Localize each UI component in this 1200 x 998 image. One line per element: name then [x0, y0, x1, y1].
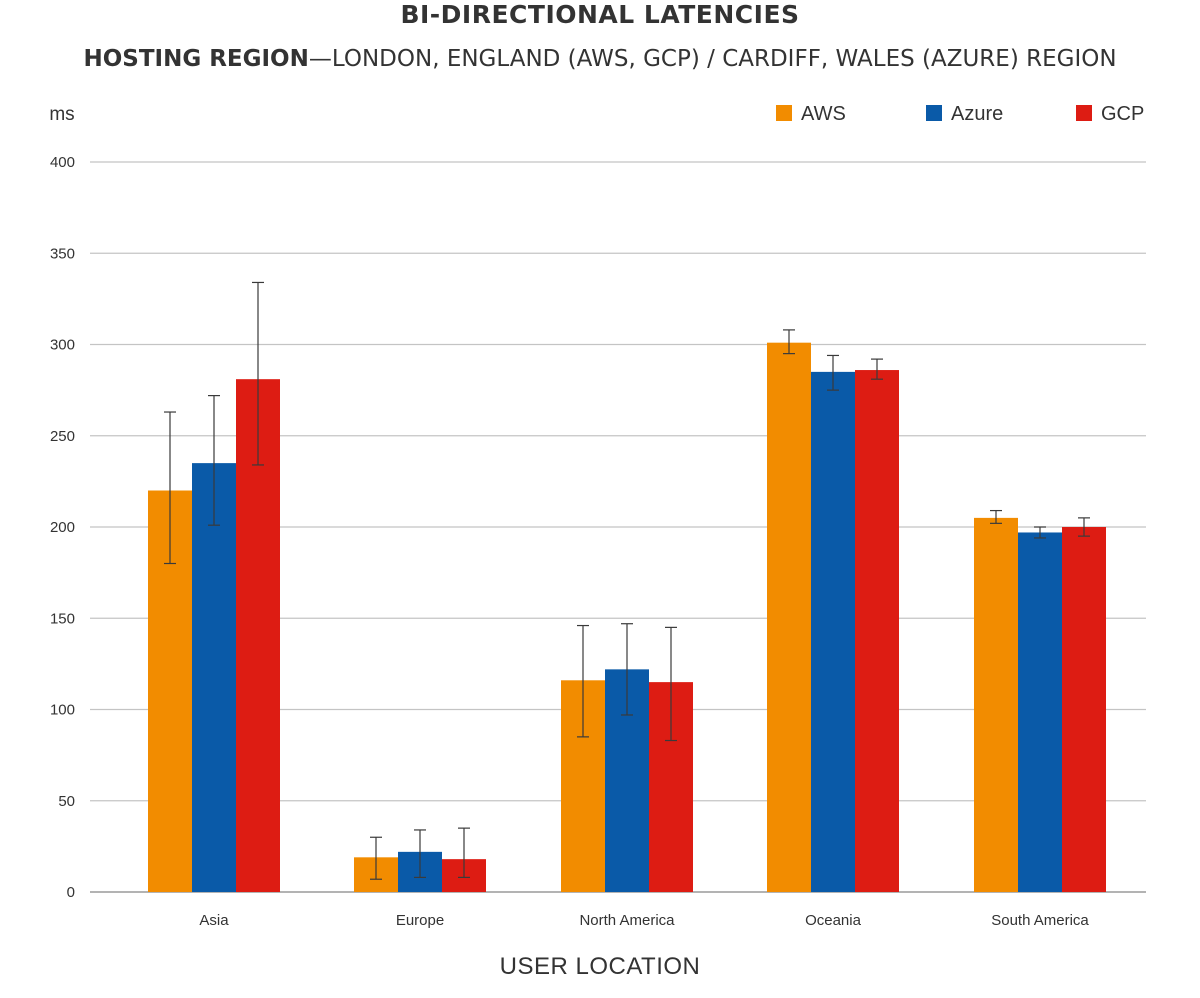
error-bar: [414, 829, 426, 879]
error-bar: [370, 836, 382, 880]
x-tick-label: Asia: [199, 912, 229, 929]
bar-azure-south-america: [1018, 532, 1062, 892]
x-tick-label: Europe: [396, 912, 444, 929]
error-bar: [252, 281, 264, 466]
y-tick-label: 350: [50, 245, 75, 262]
x-tick-label: South America: [991, 912, 1089, 929]
x-tick-label: North America: [579, 912, 675, 929]
bar-gcp-oceania: [855, 370, 899, 892]
error-bars: [164, 281, 1090, 880]
y-tick-label: 250: [50, 428, 75, 445]
subtitle-rest: —LONDON, ENGLAND (AWS, GCP) / CARDIFF, W…: [308, 46, 1117, 72]
legend-label: GCP: [1101, 103, 1144, 125]
error-bar: [458, 827, 470, 879]
error-bar: [1034, 526, 1046, 539]
y-tick-label: 50: [58, 793, 75, 810]
bar-aws-oceania: [767, 342, 811, 892]
chart-subtitle: HOSTING REGION—LONDON, ENGLAND (AWS, GCP…: [0, 44, 1200, 74]
error-bar: [665, 626, 677, 742]
bar-azure-asia: [192, 463, 236, 892]
bar-azure-oceania: [811, 371, 855, 892]
legend: AWS Azure GCP: [776, 103, 1144, 125]
x-axis-label: USER LOCATION: [500, 953, 701, 980]
error-bar: [827, 354, 839, 391]
subtitle-lead: HOSTING REGION: [83, 46, 309, 72]
x-tick-label: Oceania: [805, 912, 862, 929]
error-bar: [1078, 517, 1090, 537]
bar-gcp-south-america: [1062, 527, 1106, 892]
legend-swatch: [1076, 105, 1092, 121]
legend-swatch: [776, 105, 792, 121]
y-tick-label: 200: [50, 519, 75, 536]
error-bar: [577, 624, 589, 738]
bars: [148, 342, 1106, 892]
y-axis-label: ms: [49, 104, 74, 125]
legend-label: AWS: [801, 103, 846, 125]
legend-label: Azure: [951, 103, 1003, 125]
y-tick-label: 150: [50, 610, 75, 627]
x-axis-ticks: Asia Europe North America Oceania South Amer…: [199, 912, 1089, 929]
y-tick-label: 300: [50, 337, 75, 354]
legend-item-aws: AWS: [776, 103, 846, 125]
chart-title: BI-DIRECTIONAL LATENCIES: [400, 0, 800, 29]
bar-aws-south-america: [974, 517, 1018, 892]
error-bar: [208, 395, 220, 526]
error-bar: [783, 329, 795, 355]
legend-item-gcp: GCP: [1076, 103, 1144, 125]
error-bar: [990, 509, 1002, 524]
y-tick-label: 400: [50, 154, 75, 171]
legend-swatch: [926, 105, 942, 121]
error-bar: [164, 411, 176, 565]
y-axis-ticks: 0 50 100 150 200 250 300 350 400: [50, 154, 75, 901]
error-bar: [871, 358, 883, 380]
y-tick-label: 100: [50, 702, 75, 719]
y-tick-label: 0: [67, 884, 75, 901]
legend-item-azure: Azure: [926, 103, 1003, 125]
error-bar: [621, 623, 633, 716]
